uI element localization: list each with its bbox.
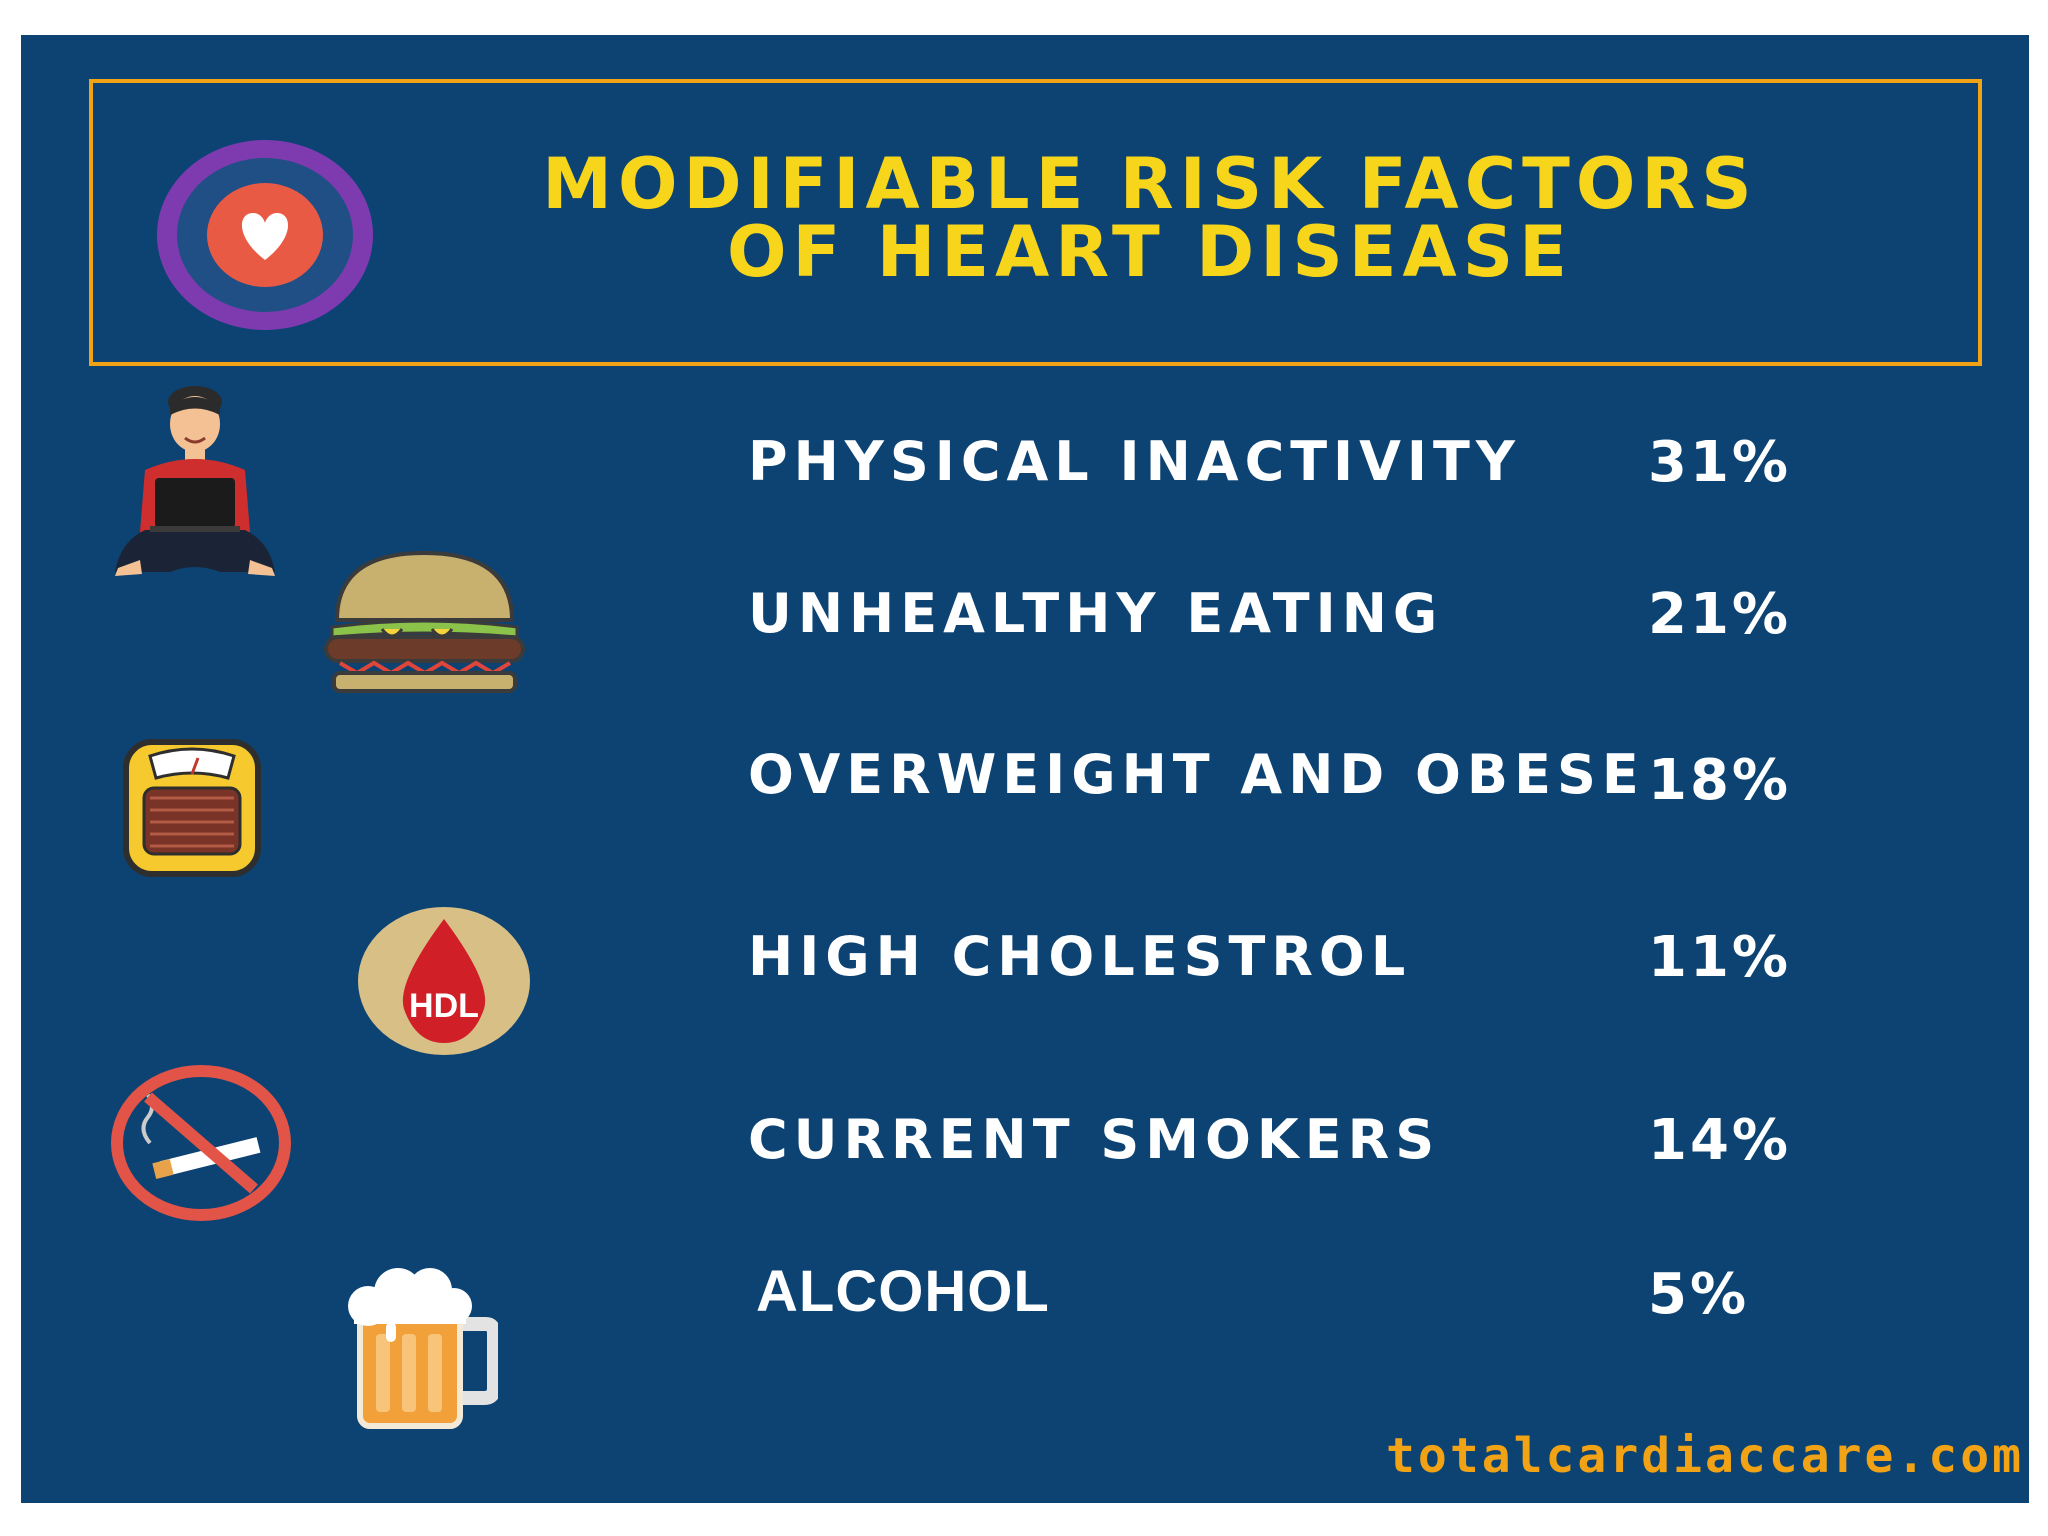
- title-frame: [89, 79, 1982, 366]
- risk-value-overweight: 18%: [1648, 748, 1792, 813]
- beer-mug-icon: [348, 1268, 498, 1429]
- title-line-1: MODIFIABLE RISK FACTORS: [542, 143, 1758, 225]
- person-laptop-icon: [115, 386, 275, 576]
- risk-value-high-cholesterol: 11%: [1648, 925, 1792, 990]
- risk-label-unhealthy-eating: UNHEALTHY EATING: [748, 582, 1444, 645]
- risk-value-current-smokers: 14%: [1648, 1108, 1792, 1173]
- no-smoking-icon: [111, 1065, 291, 1221]
- risk-value-physical-inactivity: 31%: [1648, 430, 1792, 495]
- risk-value-alcohol: 5%: [1648, 1262, 1750, 1327]
- page-title: MODIFIABLE RISK FACTORS OF HEART DISEASE: [460, 143, 1840, 293]
- risk-value-unhealthy-eating: 21%: [1648, 582, 1792, 647]
- hdl-label: HDL: [409, 987, 479, 1025]
- risk-label-alcohol: ALCOHOL: [756, 1259, 1050, 1324]
- scale-icon: [123, 739, 261, 877]
- risk-label-physical-inactivity: PHYSICAL INACTIVITY: [748, 430, 1521, 493]
- hdl-drop-icon: HDL: [358, 907, 530, 1055]
- title-line-2: OF HEART DISEASE: [727, 211, 1573, 293]
- risk-label-overweight: OVERWEIGHT AND OBESE: [748, 743, 1645, 806]
- heart-target-icon: [157, 140, 373, 330]
- risk-label-current-smokers: CURRENT SMOKERS: [748, 1108, 1441, 1171]
- risk-label-high-cholesterol: HIGH CHOLESTROL: [748, 925, 1412, 988]
- burger-icon: [324, 550, 525, 693]
- footer-website: totalcardiaccare.com: [1386, 1428, 2024, 1484]
